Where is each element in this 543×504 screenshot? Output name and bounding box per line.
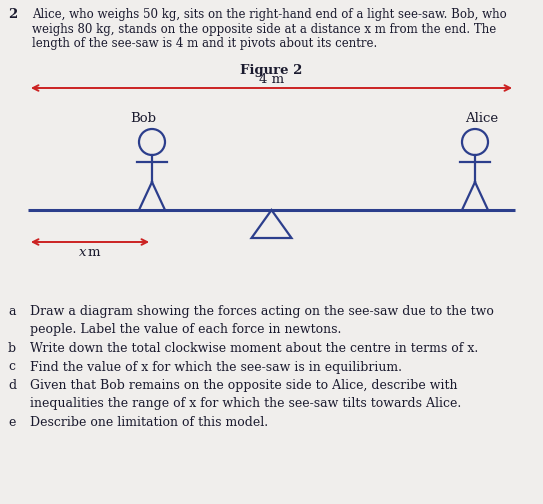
Text: e: e (8, 416, 15, 429)
Text: 4 m: 4 m (259, 73, 284, 86)
Text: c: c (8, 360, 15, 373)
Text: b: b (8, 342, 16, 355)
Text: inequalities the range of x for which the see-saw tilts towards Alice.: inequalities the range of x for which th… (30, 398, 461, 410)
Text: Given that Bob remains on the opposite side to Alice, describe with: Given that Bob remains on the opposite s… (30, 379, 458, 392)
Text: d: d (8, 379, 16, 392)
Text: Describe one limitation of this model.: Describe one limitation of this model. (30, 416, 268, 429)
Text: people. Label the value of each force in newtons.: people. Label the value of each force in… (30, 324, 342, 337)
Text: Alice: Alice (465, 112, 498, 125)
Text: Find the value of x for which the see-saw is in equilibrium.: Find the value of x for which the see-sa… (30, 360, 402, 373)
Text: weighs 80 kg, stands on the opposite side at a distance x m from the end. The: weighs 80 kg, stands on the opposite sid… (32, 23, 496, 35)
Text: a: a (8, 305, 16, 318)
Text: 2: 2 (8, 8, 17, 21)
Text: Alice, who weighs 50 kg, sits on the right-hand end of a light see-saw. Bob, who: Alice, who weighs 50 kg, sits on the rig… (32, 8, 507, 21)
Text: Figure 2: Figure 2 (241, 64, 302, 77)
Text: Bob: Bob (130, 112, 156, 125)
Text: length of the see-saw is 4 m and it pivots about its centre.: length of the see-saw is 4 m and it pivo… (32, 37, 377, 50)
Text: Draw a diagram showing the forces acting on the see-saw due to the two: Draw a diagram showing the forces acting… (30, 305, 494, 318)
Text: m: m (88, 246, 100, 259)
Text: x: x (79, 246, 86, 259)
Text: Write down the total clockwise moment about the centre in terms of x.: Write down the total clockwise moment ab… (30, 342, 478, 355)
